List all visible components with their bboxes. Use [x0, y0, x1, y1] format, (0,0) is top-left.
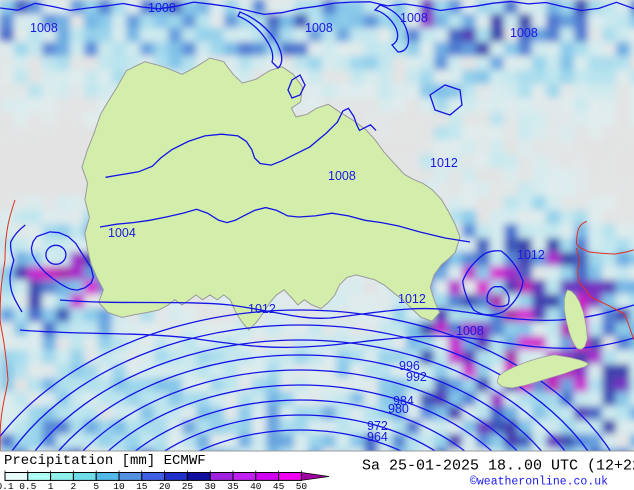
svg-text:©weatheronline.co.uk: ©weatheronline.co.uk	[470, 476, 608, 489]
svg-text:15: 15	[136, 481, 148, 490]
svg-text:20: 20	[159, 481, 171, 490]
svg-text:1008: 1008	[456, 324, 484, 338]
svg-text:1012: 1012	[430, 156, 458, 170]
svg-text:1008: 1008	[30, 21, 58, 35]
svg-text:1012: 1012	[517, 248, 545, 262]
svg-text:1: 1	[48, 481, 54, 490]
svg-text:50: 50	[296, 481, 308, 490]
svg-text:980: 980	[388, 402, 409, 416]
svg-text:45: 45	[273, 481, 285, 490]
svg-text:Precipitation [mm] ECMWF: Precipitation [mm] ECMWF	[4, 453, 206, 469]
svg-text:35: 35	[227, 481, 239, 490]
svg-text:10: 10	[113, 481, 125, 490]
svg-text:1008: 1008	[328, 169, 356, 183]
svg-text:1012: 1012	[248, 302, 276, 316]
svg-text:1012: 1012	[398, 292, 426, 306]
svg-text:Sa 25-01-2025 18..00 UTC (12+2: Sa 25-01-2025 18..00 UTC (12+228)	[362, 458, 634, 475]
svg-text:992: 992	[406, 370, 427, 384]
svg-text:2: 2	[71, 481, 77, 490]
svg-text:1008: 1008	[510, 26, 538, 40]
svg-text:1004: 1004	[108, 226, 136, 240]
svg-text:40: 40	[250, 481, 262, 490]
svg-text:0.5: 0.5	[19, 481, 36, 490]
svg-text:5: 5	[93, 481, 99, 490]
svg-text:1008: 1008	[305, 21, 333, 35]
svg-text:0.1: 0.1	[0, 481, 14, 490]
svg-text:30: 30	[204, 481, 216, 490]
svg-text:1008: 1008	[148, 1, 176, 15]
svg-text:1008: 1008	[400, 11, 428, 25]
svg-text:964: 964	[367, 430, 388, 444]
svg-text:25: 25	[182, 481, 194, 490]
